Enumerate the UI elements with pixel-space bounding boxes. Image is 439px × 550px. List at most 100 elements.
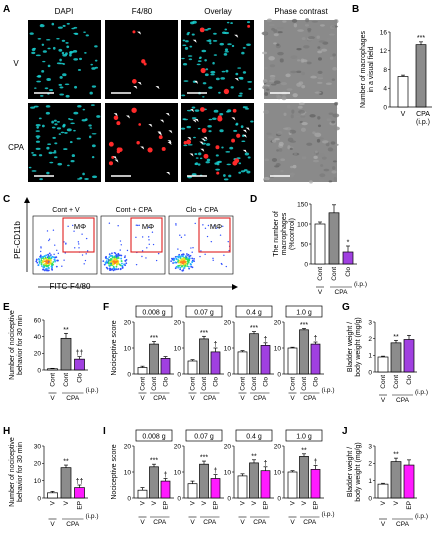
- flow-event: [37, 258, 40, 260]
- phase-texture: [307, 36, 315, 40]
- nucleus-dot: [56, 127, 61, 130]
- flow-event: [182, 253, 185, 256]
- significance-mark: ***: [150, 335, 158, 342]
- category-label: Cont: [240, 377, 247, 391]
- flow-event: [50, 268, 53, 270]
- phase-texture: [290, 114, 294, 119]
- nucleus-dot: [85, 34, 89, 37]
- phase-texture: [297, 59, 301, 62]
- macrophage-gate: [130, 217, 163, 253]
- flow-event: [46, 262, 49, 264]
- flow-event: [123, 263, 125, 266]
- phase-texture: [318, 153, 326, 158]
- nucleus-dot: [73, 58, 79, 61]
- flow-event: [199, 255, 201, 258]
- flow-event: [213, 225, 215, 227]
- flow-event: [155, 259, 158, 262]
- nucleus-dot: [91, 144, 96, 148]
- phase-texture: [333, 41, 337, 44]
- y-tick-label: 10: [274, 345, 282, 352]
- arrowhead-marker: [168, 130, 173, 134]
- flow-event: [118, 263, 121, 266]
- macrophage-dot: [215, 145, 220, 150]
- nucleus-dot: [221, 146, 224, 149]
- nucleus-dot: [71, 27, 75, 30]
- phase-texture: [301, 88, 307, 92]
- y-tick-label: 10: [174, 345, 182, 352]
- arrowhead-marker: [201, 138, 206, 142]
- y-axis-label: The number of: [273, 211, 280, 257]
- flow-event: [212, 259, 214, 262]
- flow-event: [48, 261, 50, 263]
- flow-event: [48, 267, 50, 269]
- phase-texture: [298, 110, 305, 114]
- flow-event: [116, 268, 118, 271]
- category-label: V: [251, 500, 258, 505]
- nucleus-dot: [197, 163, 201, 166]
- flow-event: [114, 257, 117, 260]
- flow-event: [175, 223, 177, 225]
- y-tick-label: 10: [124, 469, 132, 476]
- macrophage-gate: [62, 217, 95, 253]
- flow-event: [61, 265, 63, 267]
- flow-event: [107, 260, 110, 262]
- treatment-label: CPA: [153, 395, 167, 402]
- phase-texture: [268, 56, 275, 61]
- flow-event: [111, 252, 113, 255]
- flow-event: [43, 269, 46, 272]
- significance-mark: ***: [417, 35, 425, 42]
- nucleus-dot: [31, 51, 36, 55]
- nucleus-dot: [183, 144, 188, 147]
- y-tick-label: 0: [37, 367, 41, 374]
- micrograph-grid: [28, 18, 340, 184]
- arrowhead-marker: [199, 141, 204, 145]
- macrophage-dot: [234, 158, 240, 164]
- phase-texture: [319, 173, 326, 178]
- flow-event: [81, 254, 84, 256]
- flow-event: [175, 224, 177, 226]
- y-tick-label: 2: [368, 336, 372, 343]
- flow-ylabel: PE-CD11b: [13, 221, 22, 259]
- arrowhead-marker: [194, 80, 199, 84]
- nucleus-dot: [70, 122, 75, 125]
- y-tick-label: 0: [37, 495, 41, 502]
- nucleus-dot: [67, 164, 70, 167]
- nucleus-dot: [94, 59, 98, 62]
- flow-event: [83, 263, 85, 265]
- flow-event: [108, 222, 111, 224]
- nucleus-dot: [47, 47, 51, 50]
- category-label: CPA: [416, 111, 430, 118]
- nucleus-dot: [61, 39, 66, 42]
- category-label: Clo: [213, 377, 220, 387]
- arrowhead-marker: [231, 117, 236, 121]
- flow-event: [215, 227, 218, 229]
- phase-texture: [318, 137, 324, 140]
- y-tick-label: 10: [34, 478, 42, 485]
- nucleus-dot: [36, 126, 39, 129]
- nucleus-dot: [56, 121, 61, 123]
- nucleus-dot: [226, 21, 230, 24]
- phase-texture: [290, 55, 298, 59]
- flow-event: [54, 259, 56, 262]
- nucleus-dot: [244, 152, 250, 156]
- macrophage-dot: [201, 128, 207, 133]
- category-label: EP: [213, 501, 220, 510]
- phase-texture: [264, 92, 269, 96]
- arrowhead-marker: [187, 137, 192, 141]
- phase-texture: [296, 70, 302, 74]
- flow-event: [67, 225, 69, 228]
- nucleus-dot: [224, 28, 228, 31]
- flow-event: [121, 265, 123, 267]
- phase-texture: [313, 155, 318, 159]
- nucleus-dot: [39, 95, 44, 97]
- phase-texture: [279, 58, 284, 63]
- nucleus-dot: [81, 119, 87, 122]
- category-label: Cont: [380, 375, 387, 389]
- nucleus-dot: [31, 152, 34, 154]
- treatment-label: V: [381, 397, 386, 404]
- flow-event: [219, 234, 222, 236]
- phase-texture: [270, 83, 277, 86]
- nucleus-dot: [198, 57, 202, 60]
- nucleus-dot: [90, 104, 95, 106]
- force-label: 1.0 g: [296, 434, 312, 441]
